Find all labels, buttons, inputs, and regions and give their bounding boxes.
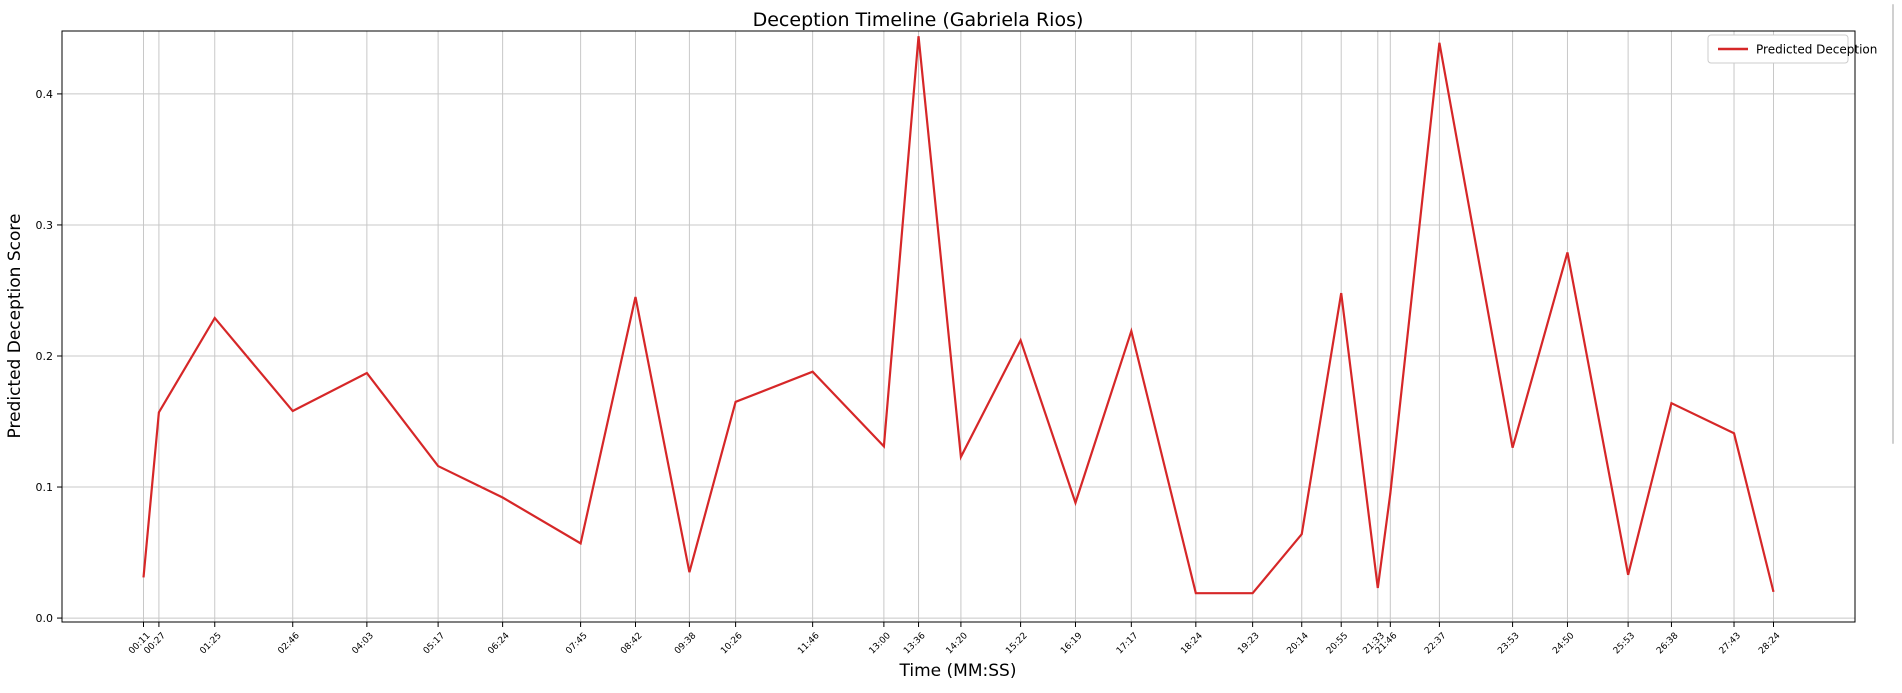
y-tick-label: 0.4 <box>36 88 54 101</box>
y-axis-label: Predicted Deception Score <box>5 214 25 439</box>
scrollbar-thumb[interactable] <box>1892 4 1894 444</box>
x-axis-label: Time (MM:SS) <box>899 661 1017 681</box>
legend-label: Predicted Deception <box>1756 43 1877 57</box>
grid <box>62 31 1855 622</box>
chart-title: Deception Timeline (Gabriela Rios) <box>753 9 1084 31</box>
scrollbar[interactable] <box>1890 0 1902 689</box>
y-axis: 0.0 0.1 0.2 0.3 0.4 <box>36 88 62 625</box>
series-line-predicted-deception <box>142 36 1775 595</box>
y-tick-label: 0.2 <box>36 350 54 363</box>
y-tick-label: 0.3 <box>36 219 54 232</box>
plot-area <box>61 30 1856 623</box>
legend-box <box>1707 34 1849 64</box>
y-tick-label: 0.0 <box>36 612 54 625</box>
series-layer <box>142 36 1775 595</box>
legend: Predicted Deception <box>1707 34 1877 64</box>
y-tick-label: 0.1 <box>36 481 54 494</box>
